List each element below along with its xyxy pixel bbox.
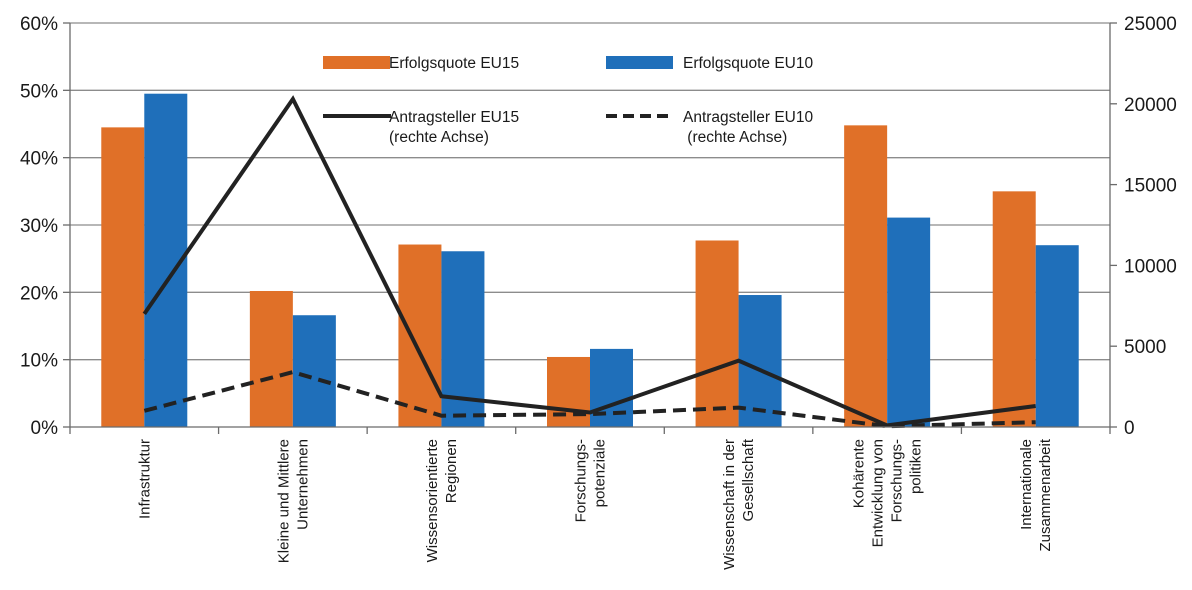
category-label: Infrastruktur <box>136 439 153 519</box>
right-tick-label: 15000 <box>1124 176 1177 197</box>
bar <box>398 244 442 427</box>
bar <box>844 125 888 427</box>
gridlines <box>70 22 1110 361</box>
legend-label: Erfolgsquote EU15 <box>389 55 519 72</box>
bar <box>738 295 782 427</box>
right-y-axis: 0 5000 10000 15000 20000 25000 <box>1110 14 1177 439</box>
right-tick-label: 25000 <box>1124 14 1177 35</box>
right-tick-label: 20000 <box>1124 95 1177 116</box>
left-tick-label: 50% <box>20 81 58 102</box>
bar <box>887 217 931 427</box>
left-tick-label: 30% <box>20 216 58 237</box>
series-line <box>142 95 1036 428</box>
left-tick-label: 40% <box>20 149 58 170</box>
left-y-axis: 0% 10% 20% 30% 40% 50% 60% <box>20 14 70 439</box>
right-tick-label: 0 <box>1124 418 1135 439</box>
category-label: Forschungs-potenziale <box>573 439 609 522</box>
left-tick-label: 10% <box>20 351 58 372</box>
category-label: Kleine und Mittlere Unternehmen <box>275 439 311 563</box>
bar <box>292 315 336 427</box>
bar <box>1035 245 1079 427</box>
legend-swatch <box>323 56 390 69</box>
bar <box>249 290 293 427</box>
category-label: Kohärente Entwicklung von Forschungs-polit… <box>851 439 925 547</box>
category-label: Wissensorientierte Regionen <box>424 439 460 562</box>
right-tick-label: 5000 <box>1124 337 1166 358</box>
left-tick-label: 20% <box>20 283 58 304</box>
legend-label: Antragsteller EU15 (rechte Achse) <box>389 109 519 146</box>
legend-swatch <box>606 56 673 69</box>
bar <box>992 191 1036 427</box>
bar <box>695 240 739 427</box>
legend-label: Antragsteller EU10 (rechte Achse) <box>683 109 813 146</box>
bar <box>547 356 590 427</box>
category-label: Wissenschaft in der Gesellschaft <box>721 438 757 570</box>
bar-series-group <box>101 93 1079 427</box>
category-label: Internationale Zusammenarbeit <box>1018 438 1054 551</box>
legend: Erfolgsquote EU15 Erfolgsquote EU10 Antrag… <box>323 55 813 146</box>
left-tick-label: 0% <box>31 418 59 439</box>
category-axis: Infrastruktur Kleine und Mittlere Unterneh… <box>136 438 1054 570</box>
bar <box>101 127 145 427</box>
line-series-group <box>142 95 1036 429</box>
right-tick-label: 10000 <box>1124 256 1177 277</box>
legend-label: Erfolgsquote EU10 <box>683 55 813 72</box>
left-tick-label: 60% <box>20 14 58 35</box>
